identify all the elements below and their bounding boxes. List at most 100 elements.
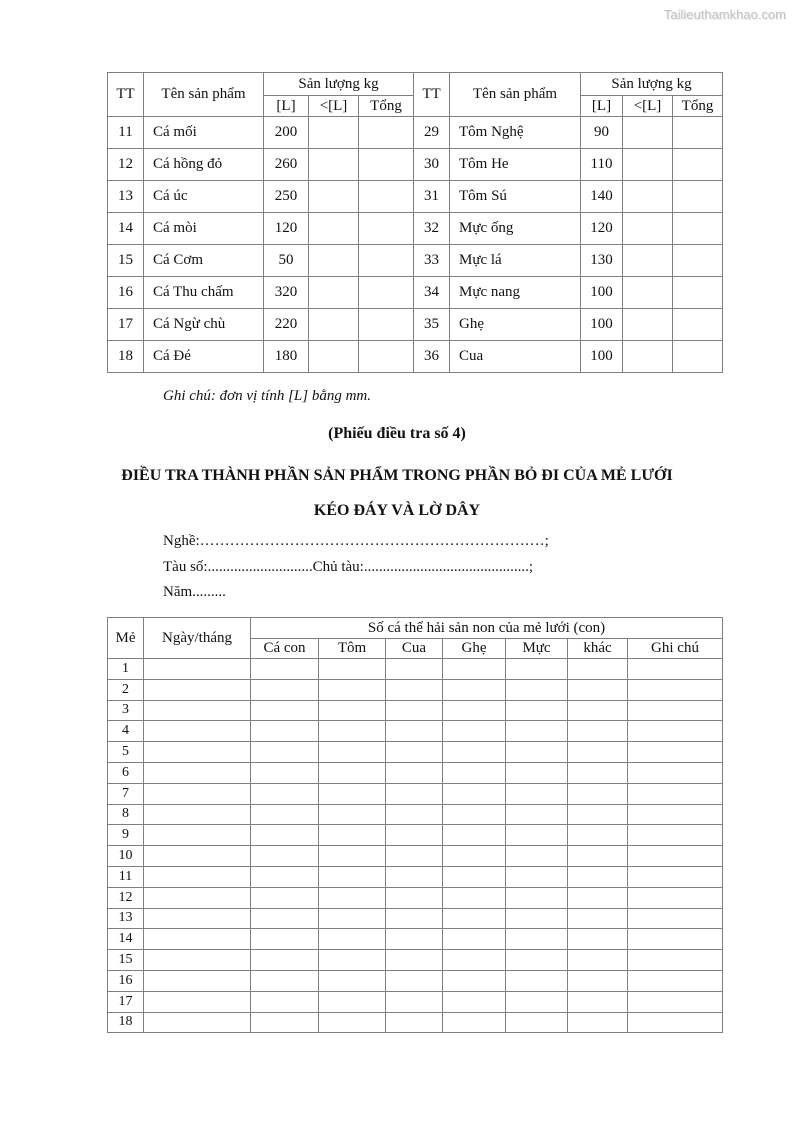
- cell-empty: [567, 928, 628, 951]
- cell-total: [358, 212, 414, 245]
- cell-empty: [442, 741, 506, 763]
- cell-empty: [250, 720, 319, 743]
- form-number-subtitle: (Phiếu điều tra số 4): [328, 425, 466, 442]
- cell-empty: [505, 658, 568, 680]
- cell-product: Cá mòi: [143, 212, 264, 245]
- cell-empty: [626, 658, 724, 680]
- cell-empty: [442, 1011, 506, 1034]
- document-title-line1: ĐIỀU TRA THÀNH PHẦN SẢN PHẨM TRONG PHẦN …: [121, 467, 673, 484]
- field-tau-so-chu-tau: Tàu số:............................Chủ t…: [163, 558, 533, 575]
- cell-less-L: [308, 276, 359, 309]
- cell-empty: [626, 741, 724, 763]
- cell-empty: [626, 949, 724, 971]
- cell-empty: [318, 886, 386, 909]
- cell-product: Cá hồng đỏ: [143, 148, 264, 181]
- cell-empty: [442, 720, 506, 743]
- cell-empty: [505, 761, 568, 784]
- cell-empty: [442, 886, 506, 909]
- cell-product: Cá Đé: [143, 340, 264, 373]
- cell-tt: 18: [107, 340, 144, 373]
- cell-empty: [143, 658, 251, 680]
- cell-empty: [385, 990, 443, 1013]
- cell-me: 13: [107, 907, 144, 930]
- cell-tt: 33: [413, 244, 450, 277]
- cell-product: Tôm He: [449, 148, 581, 181]
- table-row: 4: [107, 720, 724, 743]
- table-row: 17: [107, 990, 724, 1013]
- cell-empty: [442, 928, 506, 951]
- table-row: 16 Cá Thu chấm 320 34 Mực nang 100: [107, 276, 723, 309]
- cell-empty: [385, 699, 443, 722]
- cell-tt: 34: [413, 276, 450, 309]
- cell-me: 14: [107, 928, 144, 951]
- cell-empty: [143, 928, 251, 951]
- table-row: 13 Cá úc 250 31 Tôm Sú 140: [107, 180, 723, 213]
- cell-me: 8: [107, 803, 144, 826]
- col-header-L: [L]: [580, 95, 623, 117]
- col-header-product: Tên sản phẩm: [449, 72, 581, 117]
- cell-empty: [250, 865, 319, 888]
- cell-empty: [143, 678, 251, 701]
- cell-empty: [143, 1011, 251, 1034]
- cell-empty: [567, 845, 628, 867]
- cell-empty: [567, 949, 628, 971]
- juvenile-count-table-body: 1 2 3 4 5 6 7 8 9 10 11 12 13 14 15 16 17 18: [107, 658, 724, 1034]
- cell-empty: [567, 658, 628, 680]
- document-title-line2: KÉO ĐÁY VÀ LỜ DÂY: [313, 502, 481, 519]
- table-row: 14 Cá mòi 120 32 Mực ống 120: [107, 212, 723, 245]
- cell-empty: [626, 990, 724, 1013]
- cell-L: 260: [263, 148, 309, 181]
- cell-tt: 32: [413, 212, 450, 245]
- cell-empty: [626, 824, 724, 847]
- table-row: 5: [107, 741, 724, 763]
- cell-L: 120: [263, 212, 309, 245]
- cell-empty: [385, 928, 443, 951]
- table-row: 3: [107, 699, 724, 722]
- catch-yield-table-body: 11 Cá mối 200 29 Tôm Nghệ 90 12 Cá hồng đỏ 260 30…: [107, 116, 723, 373]
- cell-less-L: [622, 340, 673, 373]
- document-title: ĐIỀU TRA THÀNH PHẦN SẢN PHẨM TRONG PHẦN …: [40, 458, 754, 528]
- cell-product: Cá Cơm: [143, 244, 264, 277]
- cell-empty: [318, 761, 386, 784]
- cell-empty: [318, 865, 386, 888]
- cell-empty: [250, 845, 319, 867]
- cell-empty: [567, 699, 628, 722]
- cell-total: [672, 244, 723, 277]
- table-row: 17 Cá Ngừ chù 220 35 Ghẹ 100: [107, 308, 723, 341]
- table-row: 6: [107, 761, 724, 784]
- cell-less-L: [622, 276, 673, 309]
- cell-empty: [442, 678, 506, 701]
- table-row: 8: [107, 803, 724, 826]
- cell-empty: [505, 949, 568, 971]
- cell-empty: [385, 907, 443, 930]
- cell-empty: [442, 782, 506, 805]
- cell-empty: [567, 803, 628, 826]
- cell-me: 17: [107, 990, 144, 1013]
- col-header-L: [L]: [263, 95, 309, 117]
- cell-empty: [505, 886, 568, 909]
- cell-empty: [318, 928, 386, 951]
- cell-empty: [567, 720, 628, 743]
- cell-empty: [505, 803, 568, 826]
- cell-empty: [442, 969, 506, 992]
- cell-product: Tôm Sú: [449, 180, 581, 213]
- cell-L: 250: [263, 180, 309, 213]
- table-row: 12 Cá hồng đỏ 260 30 Tôm He 110: [107, 148, 723, 181]
- col-header-yield: Sản lượng kg: [263, 72, 414, 96]
- cell-L: 100: [580, 276, 623, 309]
- cell-me: 6: [107, 761, 144, 784]
- cell-empty: [143, 699, 251, 722]
- cell-total: [672, 308, 723, 341]
- cell-empty: [250, 907, 319, 930]
- cell-empty: [250, 990, 319, 1013]
- cell-empty: [143, 845, 251, 867]
- table-row: 11 Cá mối 200 29 Tôm Nghệ 90: [107, 116, 723, 149]
- cell-product: Mực nang: [449, 276, 581, 309]
- cell-L: 200: [263, 116, 309, 149]
- cell-me: 18: [107, 1011, 144, 1034]
- cell-less-L: [622, 116, 673, 149]
- col-header-less-L: <[L]: [308, 95, 359, 117]
- table-row: 12: [107, 886, 724, 909]
- cell-less-L: [622, 148, 673, 181]
- cell-empty: [505, 699, 568, 722]
